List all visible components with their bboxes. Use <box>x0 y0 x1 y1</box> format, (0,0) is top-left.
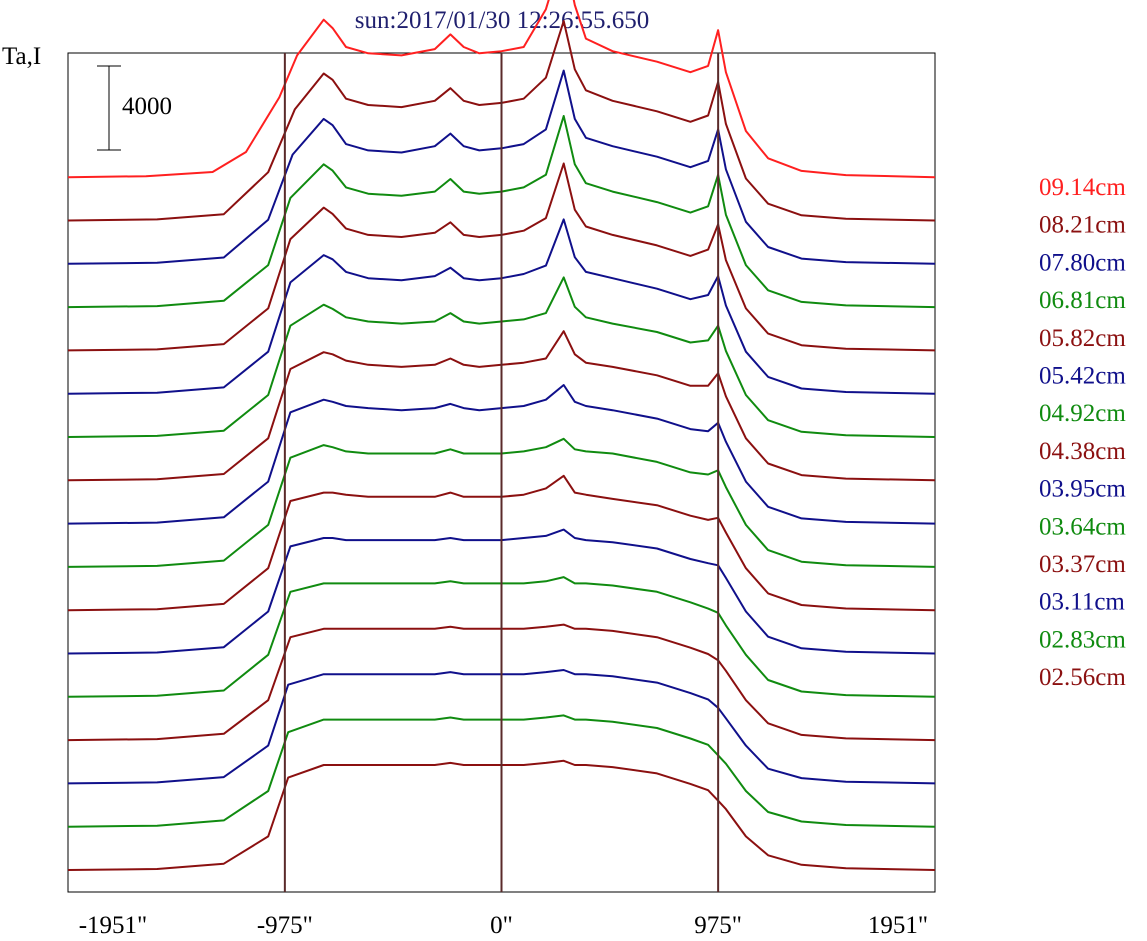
series-line-17 <box>67 759 936 871</box>
series-line-11 <box>67 474 936 612</box>
series-line-3 <box>67 69 936 265</box>
x-tick-label: -1951" <box>79 912 148 939</box>
series-line-2 <box>67 20 936 222</box>
legend-entry: 07.80cm <box>1039 249 1126 276</box>
legend-entry: 04.38cm <box>1039 438 1126 465</box>
series-line-1 <box>67 0 936 179</box>
legend-entry: 03.95cm <box>1039 476 1126 503</box>
series-line-16 <box>67 714 936 828</box>
series-line-8 <box>67 330 936 482</box>
legend-entry: 09.14cm <box>1039 174 1126 201</box>
series-line-15 <box>67 669 936 785</box>
marker-layer <box>283 53 720 892</box>
series-layer <box>67 0 936 871</box>
legend-entry: 02.56cm <box>1039 664 1126 691</box>
series-line-6 <box>67 218 936 395</box>
legend-entry: 06.81cm <box>1039 287 1126 314</box>
x-tick-label: -975" <box>257 912 313 939</box>
legend-entry: 08.21cm <box>1039 212 1126 239</box>
x-tick-label: 0" <box>490 912 513 939</box>
series-line-13 <box>67 576 936 698</box>
legend-entry: 03.37cm <box>1039 551 1126 578</box>
series-line-10 <box>67 437 936 568</box>
series-line-4 <box>67 115 936 309</box>
legend-entry: 03.11cm <box>1039 589 1125 616</box>
series-line-14 <box>67 623 936 742</box>
scale-bar-label: 4000 <box>122 93 172 120</box>
y-axis-label: Ta,I <box>2 43 41 70</box>
x-tick-label: 975" <box>694 912 742 939</box>
series-line-7 <box>67 276 936 438</box>
x-tick-label: 1951" <box>868 912 928 939</box>
scale-bar: 4000 <box>97 65 172 151</box>
legend-entry: 02.83cm <box>1039 626 1126 653</box>
legend: 09.14cm 08.21cm 07.80cm 06.81cm 05.82cm 05.42… <box>1039 174 1126 691</box>
series-line-9 <box>67 384 936 525</box>
legend-entry: 03.64cm <box>1039 513 1126 540</box>
legend-entry: 05.42cm <box>1039 363 1126 390</box>
legend-entry: 05.82cm <box>1039 325 1126 352</box>
series-line-12 <box>67 528 936 655</box>
legend-entry: 04.92cm <box>1039 400 1126 427</box>
series-line-5 <box>67 162 936 352</box>
x-tick-labels: -1951" -975" 0" 975" 1951" <box>79 912 928 939</box>
chart-title: sun:2017/01/30 12:26:55.650 <box>355 7 649 34</box>
